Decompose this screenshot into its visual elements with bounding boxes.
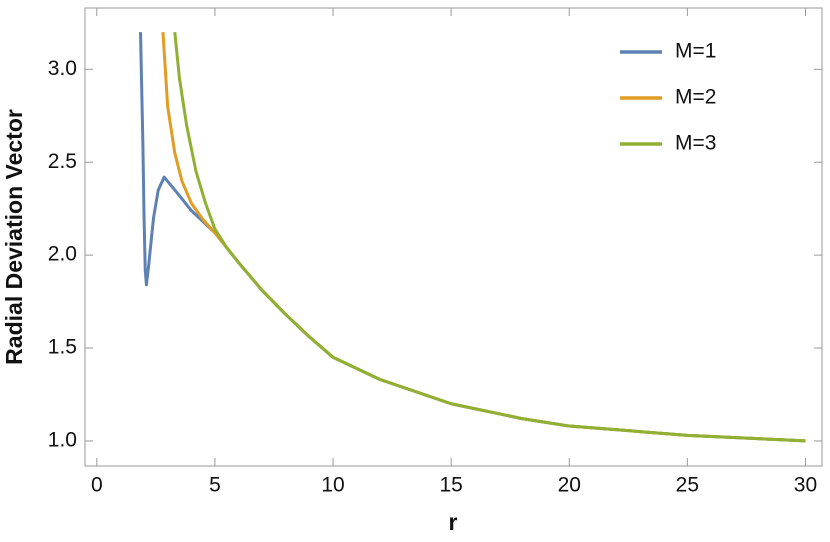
legend-label: M=2 <box>675 86 716 109</box>
x-tick-label: 15 <box>439 474 462 497</box>
x-tick-label: 0 <box>91 474 103 497</box>
legend-label: M=1 <box>675 40 716 63</box>
legend-label: M=3 <box>675 132 716 155</box>
x-tick-label: 5 <box>209 474 221 497</box>
y-axis-title: Radial Deviation Vector <box>1 109 27 365</box>
plot-frame <box>84 7 823 467</box>
y-tick-label: 2.5 <box>48 150 77 173</box>
y-tick-label: 1.0 <box>48 428 77 451</box>
series-line <box>173 32 806 443</box>
x-axis-title: r <box>449 509 458 535</box>
x-tick-label: 25 <box>676 474 699 497</box>
y-tick-label: 3.0 <box>48 57 77 80</box>
x-tick-label: 30 <box>794 474 817 497</box>
x-tick-label: 10 <box>321 474 344 497</box>
x-tick-label: 20 <box>558 474 581 497</box>
y-tick-label: 2.0 <box>48 243 77 266</box>
y-tick-label: 1.5 <box>48 336 77 359</box>
